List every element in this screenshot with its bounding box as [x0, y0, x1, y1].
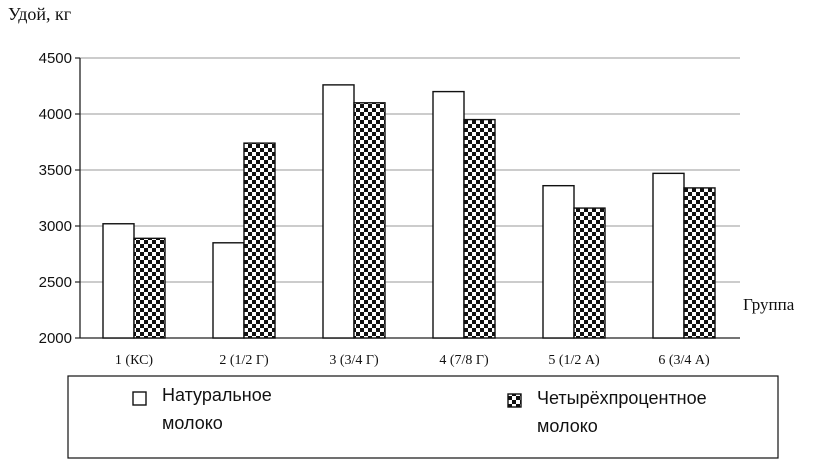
- bars: [102, 84, 716, 339]
- legend-swatch: [507, 393, 522, 408]
- y-tick-label: 4500: [39, 50, 72, 67]
- x-axis-label: Группа: [743, 295, 795, 314]
- x-tick-label: 2 (1/2 Г): [219, 353, 269, 368]
- bar-four-percent-milk: [573, 207, 606, 339]
- grid-lines: [80, 57, 740, 339]
- x-tick-label: 4 (7/8 Г): [439, 353, 489, 368]
- y-tick-label: 3500: [39, 162, 72, 179]
- legend-swatch: [132, 391, 147, 406]
- bar-four-percent-milk: [463, 118, 496, 339]
- x-tick-label: 1 (КС): [115, 353, 153, 368]
- y-tick-label: 3000: [39, 218, 72, 235]
- bar-four-percent-milk: [243, 142, 276, 339]
- y-tick-label: 2000: [39, 330, 72, 347]
- bar-natural-milk: [432, 90, 465, 339]
- bar-four-percent-milk: [133, 237, 166, 339]
- legend-label: молоко: [537, 416, 598, 436]
- bar-natural-milk: [542, 184, 575, 339]
- y-axis-ticks: 2000 2500 3000 3500 4000 4500: [39, 50, 80, 347]
- plot-frame: [79, 58, 740, 339]
- x-tick-label: 6 (3/4 А): [658, 353, 710, 368]
- bar-natural-milk: [652, 172, 685, 339]
- bar-four-percent-milk: [683, 187, 716, 339]
- bar-four-percent-milk: [353, 102, 386, 339]
- x-tick-label: 5 (1/2 А): [548, 353, 600, 368]
- x-tick-label: 3 (3/4 Г): [329, 353, 379, 368]
- bar-natural-milk: [102, 223, 135, 339]
- bar-natural-milk: [322, 84, 355, 339]
- x-axis-ticks: 1 (КС) 2 (1/2 Г) 3 (3/4 Г) 4 (7/8 Г) 5 (1/2 …: [115, 353, 710, 368]
- legend-box: [67, 375, 779, 459]
- legend: Натуральное молоко Четырёхпроцентное молоко: [67, 375, 779, 459]
- y-axis-label: Удой, кг: [8, 4, 71, 24]
- y-tick-label: 2500: [39, 274, 72, 291]
- legend-label: молоко: [162, 413, 223, 433]
- legend-label: Четырёхпроцентное: [537, 388, 707, 408]
- legend-label: Натуральное: [162, 385, 272, 405]
- bar-natural-milk: [212, 242, 245, 339]
- y-tick-label: 4000: [39, 106, 72, 123]
